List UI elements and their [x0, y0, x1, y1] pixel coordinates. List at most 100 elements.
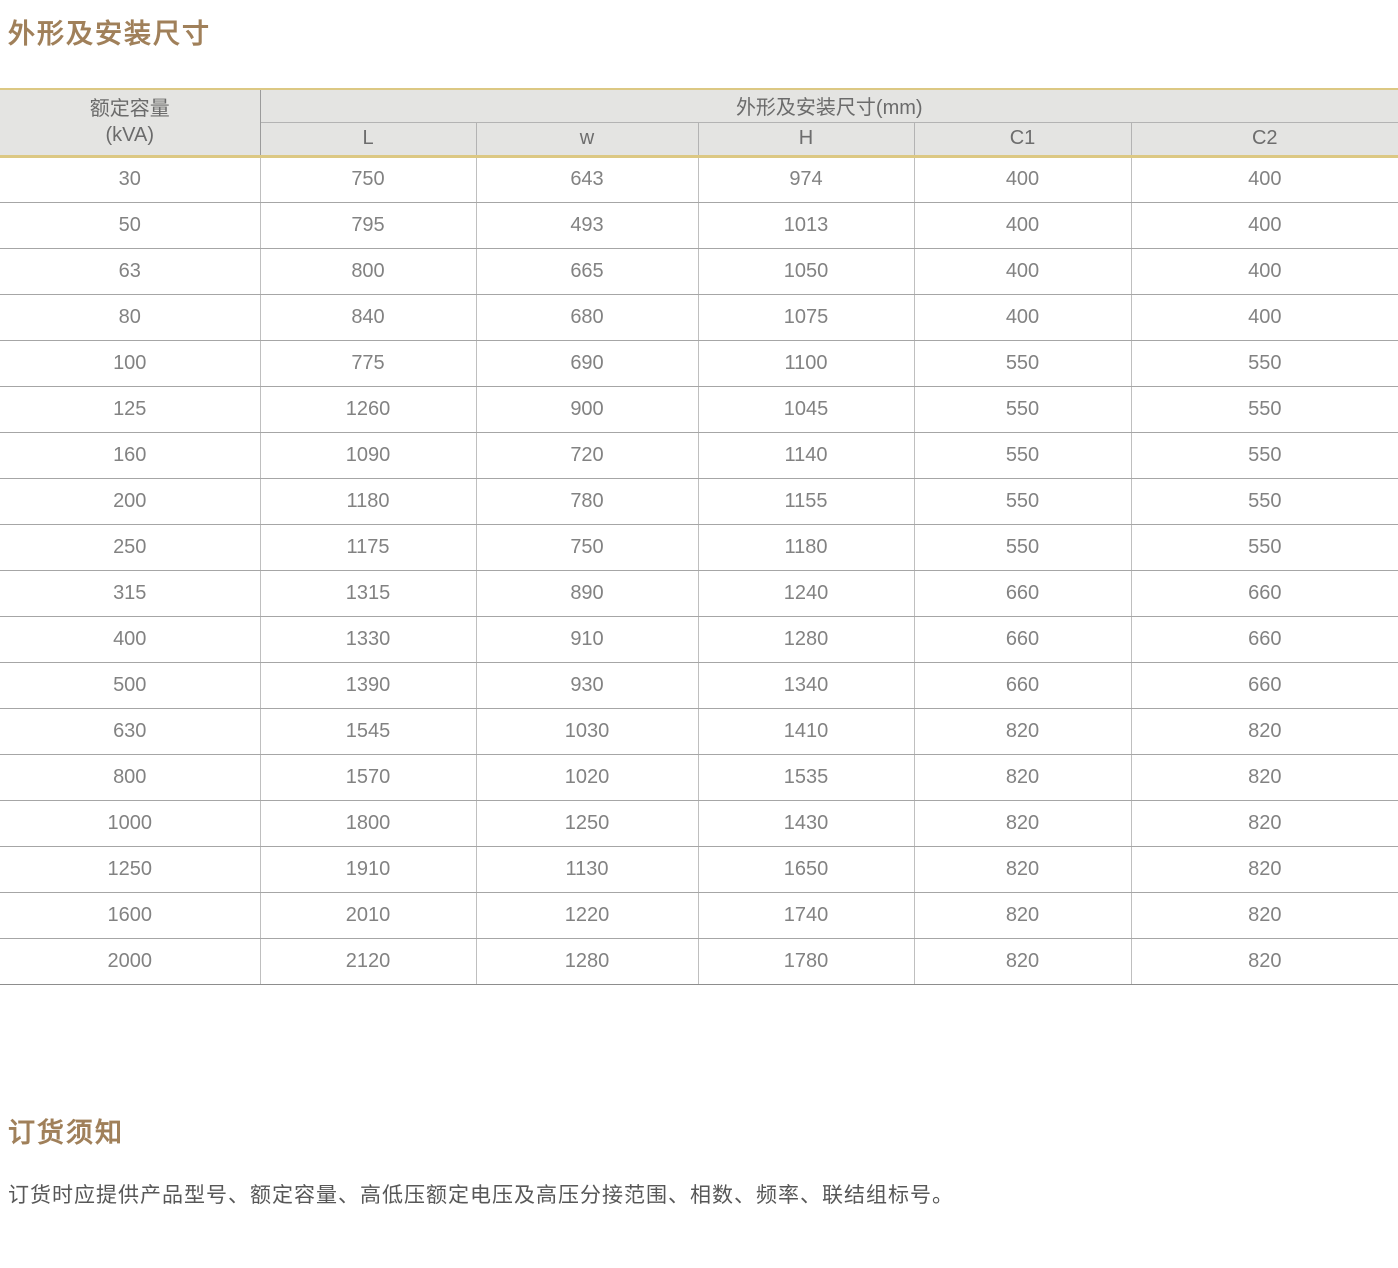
kva-cell: 63 — [0, 248, 261, 295]
table-body: 30 750 643 974 400 400 50 795 493 1013 400 400 63 800… — [0, 156, 1398, 985]
dimension-cell: 1390 — [260, 662, 477, 709]
table-row: 1600 2010 1220 1740 820 820 — [0, 892, 1398, 939]
dimension-cell: 550 — [914, 478, 1132, 525]
dimension-cell: 400 — [914, 294, 1132, 341]
dimension-cell: 1090 — [260, 432, 477, 479]
dimension-cell: 1100 — [698, 340, 915, 387]
column-header: L — [260, 122, 477, 158]
dimension-cell: 660 — [914, 662, 1132, 709]
dimension-cell: 550 — [914, 524, 1132, 571]
kva-cell: 1000 — [0, 800, 261, 847]
dimension-cell: 400 — [914, 156, 1132, 203]
dimension-cell: 1280 — [698, 616, 915, 663]
dimension-cell: 820 — [1131, 800, 1398, 847]
dimension-cell: 1250 — [476, 800, 699, 847]
kva-cell: 315 — [0, 570, 261, 617]
dimension-cell: 720 — [476, 432, 699, 479]
kva-cell: 80 — [0, 294, 261, 341]
dimension-cell: 820 — [1131, 892, 1398, 939]
column-header: w — [476, 122, 699, 158]
kva-cell: 2000 — [0, 938, 261, 985]
dimension-cell: 400 — [1131, 202, 1398, 249]
dimension-cell: 690 — [476, 340, 699, 387]
dimension-cell: 820 — [914, 846, 1132, 893]
column-header: H — [698, 122, 915, 158]
notes-paragraph: 订货时应提供产品型号、额定容量、高低压额定电压及高压分接范围、相数、频率、联结组… — [8, 1183, 954, 1207]
dimension-cell: 974 — [698, 156, 915, 203]
dimension-cell: 1075 — [698, 294, 915, 341]
dimension-cell: 550 — [1131, 432, 1398, 479]
dimension-cell: 680 — [476, 294, 699, 341]
dimension-cell: 550 — [1131, 386, 1398, 433]
table-row: 1000 1800 1250 1430 820 820 — [0, 800, 1398, 847]
dimension-cell: 820 — [914, 754, 1132, 801]
dimension-cell: 660 — [914, 616, 1132, 663]
kva-cell: 400 — [0, 616, 261, 663]
table-row: 80 840 680 1075 400 400 — [0, 294, 1398, 341]
dimension-cell: 1430 — [698, 800, 915, 847]
dimension-cell: 795 — [260, 202, 477, 249]
dimension-cell: 550 — [914, 340, 1132, 387]
kva-cell: 250 — [0, 524, 261, 571]
table-row: 400 1330 910 1280 660 660 — [0, 616, 1398, 663]
dimension-cell: 820 — [1131, 846, 1398, 893]
dimension-cell: 1240 — [698, 570, 915, 617]
dimension-cell: 400 — [914, 248, 1132, 295]
dimension-cell: 1045 — [698, 386, 915, 433]
dimension-cell: 1780 — [698, 938, 915, 985]
dimension-cell: 1140 — [698, 432, 915, 479]
dimension-cell: 1800 — [260, 800, 477, 847]
dimension-cell: 1330 — [260, 616, 477, 663]
dimension-cell: 1260 — [260, 386, 477, 433]
dimension-cell: 1650 — [698, 846, 915, 893]
table-row: 160 1090 720 1140 550 550 — [0, 432, 1398, 479]
dimension-cell: 1315 — [260, 570, 477, 617]
table-row: 800 1570 1020 1535 820 820 — [0, 754, 1398, 801]
dimension-cell: 660 — [1131, 616, 1398, 663]
table-row: 1250 1910 1130 1650 820 820 — [0, 846, 1398, 893]
dimension-cell: 820 — [1131, 708, 1398, 755]
capacity-column-header: 额定容量 (kVA) — [0, 88, 261, 158]
dimension-cell: 1013 — [698, 202, 915, 249]
dimension-cell: 1220 — [476, 892, 699, 939]
dimension-cell: 1545 — [260, 708, 477, 755]
column-header: C1 — [914, 122, 1132, 158]
kva-cell: 30 — [0, 156, 261, 203]
dimension-cell: 550 — [1131, 524, 1398, 571]
dimension-cell: 930 — [476, 662, 699, 709]
dimension-cell: 890 — [476, 570, 699, 617]
capacity-header-line2: (kVA) — [105, 124, 154, 147]
dimension-cell: 820 — [914, 708, 1132, 755]
table-row: 63 800 665 1050 400 400 — [0, 248, 1398, 295]
dimensions-group-header: 外形及安装尺寸(mm) — [260, 88, 1398, 123]
kva-cell: 800 — [0, 754, 261, 801]
dimension-cell: 900 — [476, 386, 699, 433]
kva-cell: 50 — [0, 202, 261, 249]
dimension-cell: 820 — [1131, 754, 1398, 801]
kva-cell: 200 — [0, 478, 261, 525]
dimension-cell: 1030 — [476, 708, 699, 755]
dimension-cell: 550 — [1131, 478, 1398, 525]
table-row: 315 1315 890 1240 660 660 — [0, 570, 1398, 617]
dimension-cell: 550 — [1131, 340, 1398, 387]
dimension-cell: 643 — [476, 156, 699, 203]
dimension-cell: 840 — [260, 294, 477, 341]
column-header: C2 — [1131, 122, 1398, 158]
dimension-cell: 820 — [914, 892, 1132, 939]
dimension-cell: 1180 — [260, 478, 477, 525]
kva-cell: 630 — [0, 708, 261, 755]
table-row: 630 1545 1030 1410 820 820 — [0, 708, 1398, 755]
dimension-cell: 2120 — [260, 938, 477, 985]
table-row: 200 1180 780 1155 550 550 — [0, 478, 1398, 525]
table-row: 100 775 690 1100 550 550 — [0, 340, 1398, 387]
dimension-cell: 820 — [914, 800, 1132, 847]
dimension-cell: 1410 — [698, 708, 915, 755]
dimension-cell: 660 — [1131, 570, 1398, 617]
dimension-cell: 665 — [476, 248, 699, 295]
dimension-cell: 1155 — [698, 478, 915, 525]
dimension-cell: 910 — [476, 616, 699, 663]
dimension-cell: 1340 — [698, 662, 915, 709]
